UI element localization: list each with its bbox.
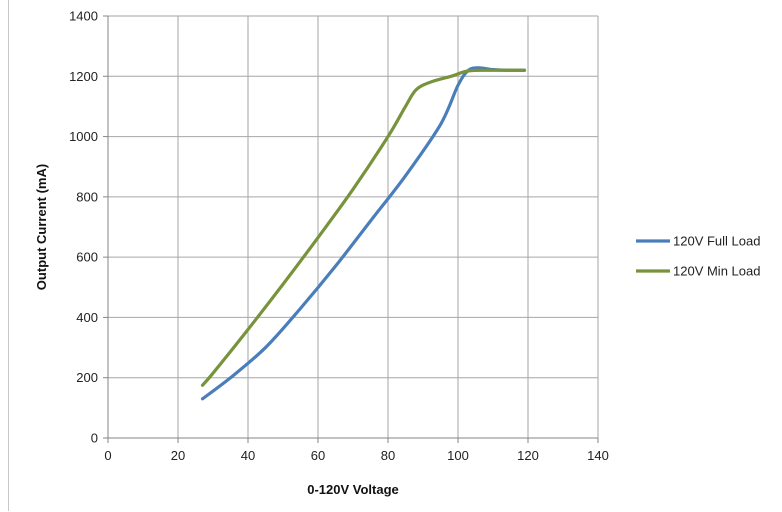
- y-tick-label: 1000: [69, 129, 98, 144]
- y-tick-label: 0: [91, 431, 98, 446]
- chart-frame: [8, 0, 782, 511]
- series-line-120v-full-load: [200, 66, 527, 401]
- x-axis-title: 0-120V Voltage: [307, 482, 399, 497]
- x-tick-label: 140: [587, 448, 609, 463]
- legend-label-120v-full-load: 120V Full Load: [673, 234, 760, 249]
- x-tick-label: 40: [241, 448, 255, 463]
- tick-labels: 0 200 400 600 800 1000 1200 1400 0 20 40 60 80 100 120…: [69, 9, 609, 464]
- x-tick-label: 60: [311, 448, 325, 463]
- series-lines: [200, 66, 527, 401]
- y-tick-label: 600: [76, 250, 98, 265]
- legend: 120V Full Load 120V Min Load: [636, 234, 760, 279]
- y-tick-label: 1400: [69, 9, 98, 24]
- y-tick-label: 400: [76, 310, 98, 325]
- grid-lines: [108, 15, 599, 438]
- y-tick-label: 1200: [69, 69, 98, 84]
- series-line-120v-min-load: [200, 68, 527, 387]
- x-tick-label: 80: [381, 448, 395, 463]
- axes: [103, 15, 599, 443]
- x-tick-label: 100: [447, 448, 469, 463]
- x-tick-label: 20: [171, 448, 185, 463]
- x-tick-label: 120: [517, 448, 539, 463]
- y-axis-title: Output Current (mA): [34, 164, 49, 290]
- x-tick-label: 0: [104, 448, 111, 463]
- y-tick-label: 200: [76, 370, 98, 385]
- y-tick-label: 800: [76, 189, 98, 204]
- legend-label-120v-min-load: 120V Min Load: [673, 264, 760, 279]
